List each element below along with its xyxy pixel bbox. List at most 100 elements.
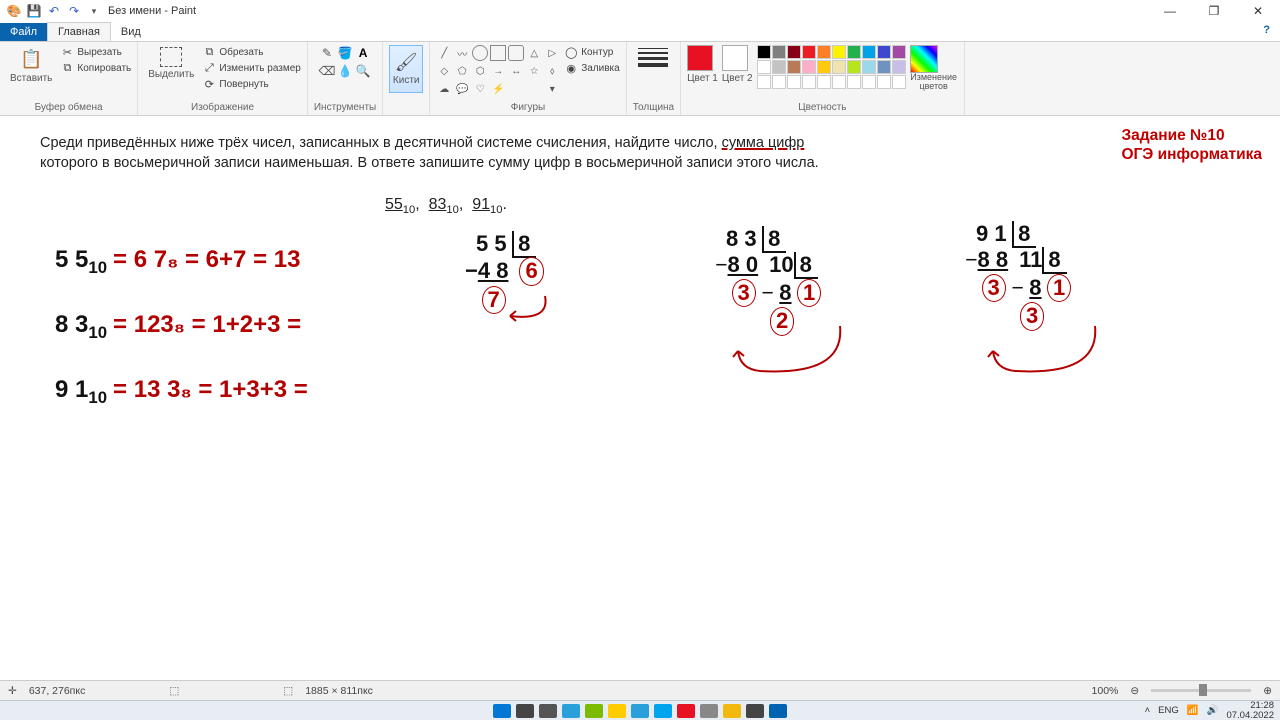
palette-swatch[interactable]	[877, 45, 891, 59]
palette-swatch[interactable]	[787, 60, 801, 74]
resize-button[interactable]: ⤢Изменить размер	[202, 61, 300, 75]
qat-dropdown-icon[interactable]: ▾	[86, 3, 102, 19]
palette-swatch[interactable]	[817, 45, 831, 59]
fill-shape-icon: ◉	[564, 61, 578, 75]
brushes-button[interactable]: 🖌 Кисти	[389, 45, 423, 93]
quick-access-toolbar: 🎨 💾 ↶ ↷ ▾	[0, 3, 102, 19]
taskbar-app-icon[interactable]	[723, 704, 741, 718]
palette-swatch[interactable]	[877, 75, 891, 89]
cut-button[interactable]: ✂Вырезать	[60, 45, 131, 59]
taskbar-tray[interactable]: ˄ ENG 📶 🔊 21:28 07.04.2022	[1145, 701, 1274, 720]
fill-tool[interactable]: 🪣	[337, 45, 353, 61]
shape-outline-button[interactable]: ◯Контур	[564, 45, 620, 59]
redo-icon[interactable]: ↷	[66, 3, 82, 19]
paste-button[interactable]: 📋 Вставить	[6, 45, 56, 86]
palette-swatch[interactable]	[847, 45, 861, 59]
select-icon	[160, 47, 182, 67]
palette-swatch[interactable]	[802, 45, 816, 59]
taskbar-app-icon[interactable]	[677, 704, 695, 718]
taskbar[interactable]: ˄ ENG 📶 🔊 21:28 07.04.2022	[0, 700, 1280, 720]
minimize-button[interactable]: —	[1148, 0, 1192, 22]
palette-row2[interactable]	[757, 60, 906, 74]
tab-home[interactable]: Главная	[47, 22, 111, 41]
palette-swatch[interactable]	[802, 60, 816, 74]
canvas-size-icon: ⬚	[283, 685, 293, 697]
palette-swatch[interactable]	[772, 45, 786, 59]
palette-row3[interactable]	[757, 75, 906, 89]
tray-clock[interactable]: 21:28 07.04.2022	[1226, 701, 1274, 720]
task-label: Задание №10 ОГЭ информатика	[1121, 126, 1262, 165]
taskbar-app-icon[interactable]	[631, 704, 649, 718]
ribbon: 📋 Вставить ✂Вырезать ⧉Копировать Буфер о…	[0, 42, 1280, 116]
shapes-gallery[interactable]: ╱〰△▷ ◇⬠⬡→↔☆⬨ ☁💬♡⚡▾	[436, 45, 560, 97]
taskbar-app-icon[interactable]	[608, 704, 626, 718]
color2-button[interactable]: Цвет 2	[722, 45, 753, 84]
taskbar-app-icon[interactable]	[746, 704, 764, 718]
palette-swatch[interactable]	[832, 45, 846, 59]
zoom-slider[interactable]	[1151, 689, 1251, 692]
zoom-value: 100%	[1092, 685, 1119, 697]
maximize-button[interactable]: ❐	[1192, 0, 1236, 22]
taskbar-icons[interactable]	[493, 704, 787, 718]
palette-swatch[interactable]	[892, 75, 906, 89]
taskbar-app-icon[interactable]	[516, 704, 534, 718]
color1-button[interactable]: Цвет 1	[687, 45, 718, 84]
palette-swatch[interactable]	[892, 60, 906, 74]
copy-button[interactable]: ⧉Копировать	[60, 61, 131, 75]
palette-swatch[interactable]	[832, 60, 846, 74]
taskbar-app-icon[interactable]	[562, 704, 580, 718]
text-tool[interactable]: A	[355, 45, 371, 61]
zoom-tool[interactable]: 🔍	[355, 63, 371, 79]
rotate-button[interactable]: ⟳Повернуть	[202, 77, 300, 91]
palette-swatch[interactable]	[757, 75, 771, 89]
palette-swatch[interactable]	[877, 60, 891, 74]
longdiv-91: 9 1 8 −8 8 118 3 − 8 1 3	[965, 221, 1071, 331]
picker-tool[interactable]: 💧	[337, 63, 353, 79]
pencil-tool[interactable]: ✎	[319, 45, 335, 61]
taskbar-app-icon[interactable]	[585, 704, 603, 718]
undo-icon[interactable]: ↶	[46, 3, 62, 19]
close-button[interactable]: ✕	[1236, 0, 1280, 22]
shape-fill-button[interactable]: ◉Заливка	[564, 61, 620, 75]
zoom-in-button[interactable]: ⊕	[1263, 685, 1272, 697]
taskbar-app-icon[interactable]	[493, 704, 511, 718]
help-icon[interactable]: ?	[1263, 24, 1270, 36]
taskbar-app-icon[interactable]	[769, 704, 787, 718]
eraser-tool[interactable]: ⌫	[319, 63, 335, 79]
palette-swatch[interactable]	[847, 60, 861, 74]
palette-swatch[interactable]	[772, 75, 786, 89]
taskbar-app-icon[interactable]	[700, 704, 718, 718]
taskbar-app-icon[interactable]	[654, 704, 672, 718]
select-button[interactable]: Выделить	[144, 45, 198, 82]
palette-swatch[interactable]	[787, 75, 801, 89]
palette-swatch[interactable]	[817, 75, 831, 89]
tray-volume-icon[interactable]: 🔊	[1207, 705, 1219, 716]
palette-swatch[interactable]	[802, 75, 816, 89]
tray-wifi-icon[interactable]: 📶	[1187, 705, 1199, 716]
palette-swatch[interactable]	[862, 60, 876, 74]
palette-swatch[interactable]	[757, 60, 771, 74]
palette-swatch[interactable]	[832, 75, 846, 89]
zoom-out-button[interactable]: ⊖	[1130, 685, 1139, 697]
taskbar-app-icon[interactable]	[539, 704, 557, 718]
save-icon[interactable]: 💾	[26, 3, 42, 19]
tray-lang[interactable]: ENG	[1158, 705, 1179, 716]
palette-swatch[interactable]	[862, 45, 876, 59]
tab-view[interactable]: Вид	[111, 23, 151, 41]
tab-file[interactable]: Файл	[0, 23, 47, 41]
thickness-button[interactable]	[636, 45, 670, 70]
palette-swatch[interactable]	[787, 45, 801, 59]
longdiv-83: 8 3 8 −8 0 108 3 − 8 1 2	[715, 226, 821, 336]
crop-button[interactable]: ⧉Обрезать	[202, 45, 300, 59]
edit-colors-button[interactable]: Изменение цветов	[910, 45, 958, 91]
palette-row1[interactable]	[757, 45, 906, 59]
palette-swatch[interactable]	[772, 60, 786, 74]
palette-swatch[interactable]	[892, 45, 906, 59]
canvas-area[interactable]: Задание №10 ОГЭ информатика Среди привед…	[0, 116, 1280, 680]
group-tools-label: Инструменты	[314, 102, 376, 113]
palette-swatch[interactable]	[847, 75, 861, 89]
palette-swatch[interactable]	[817, 60, 831, 74]
palette-swatch[interactable]	[862, 75, 876, 89]
tray-chevron-icon[interactable]: ˄	[1145, 705, 1151, 716]
palette-swatch[interactable]	[757, 45, 771, 59]
